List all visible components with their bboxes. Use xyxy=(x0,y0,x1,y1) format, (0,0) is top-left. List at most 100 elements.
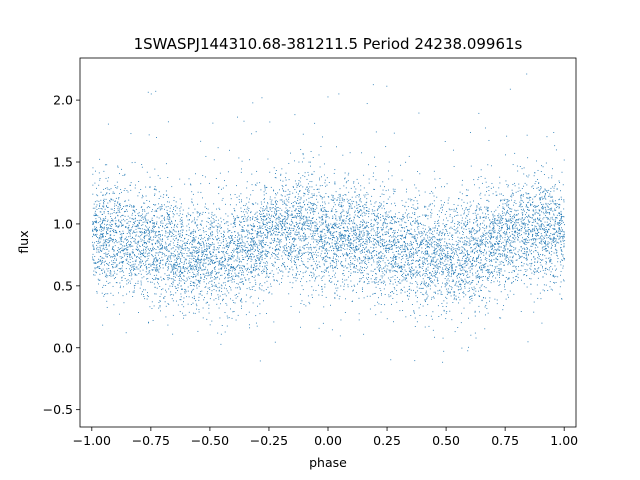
data-point xyxy=(145,195,147,197)
data-point xyxy=(343,254,344,256)
data-point xyxy=(124,215,126,217)
data-point xyxy=(496,250,498,252)
data-point xyxy=(185,258,187,260)
data-point xyxy=(441,235,443,237)
data-point xyxy=(249,268,250,270)
data-point xyxy=(483,297,485,299)
data-point xyxy=(515,214,517,216)
data-point xyxy=(393,239,394,241)
data-point xyxy=(106,193,108,195)
data-point xyxy=(275,201,276,203)
data-point xyxy=(550,274,551,276)
data-point xyxy=(306,238,308,239)
data-point xyxy=(162,222,164,224)
data-point xyxy=(374,279,376,281)
data-point xyxy=(93,228,95,230)
data-point xyxy=(176,237,178,239)
data-point xyxy=(502,227,503,229)
data-point xyxy=(207,287,209,289)
data-point xyxy=(241,242,243,244)
data-point xyxy=(210,227,212,229)
data-point xyxy=(258,260,260,261)
data-point xyxy=(108,240,110,242)
data-point xyxy=(199,246,200,248)
data-point xyxy=(147,219,149,221)
data-point xyxy=(549,235,551,237)
data-point xyxy=(96,247,98,249)
data-point xyxy=(361,237,362,239)
data-point xyxy=(308,161,310,163)
data-point xyxy=(492,237,494,238)
data-point xyxy=(131,266,133,268)
data-point xyxy=(299,202,301,204)
data-point xyxy=(488,254,490,256)
data-point xyxy=(542,238,544,240)
data-point xyxy=(349,264,351,266)
data-point xyxy=(364,256,366,258)
data-point xyxy=(257,226,258,227)
data-point xyxy=(276,268,278,270)
data-point xyxy=(156,221,158,223)
data-point xyxy=(527,176,529,178)
data-point xyxy=(154,233,156,235)
data-point xyxy=(425,267,427,269)
data-point xyxy=(375,273,377,275)
data-point xyxy=(379,246,381,248)
data-point xyxy=(94,226,96,228)
data-point xyxy=(245,235,247,237)
data-point xyxy=(110,292,112,294)
data-point xyxy=(364,227,366,229)
data-point xyxy=(269,257,271,259)
data-point xyxy=(356,178,358,180)
data-point xyxy=(474,265,476,267)
data-point xyxy=(507,262,509,264)
data-point xyxy=(503,212,505,214)
data-point xyxy=(157,208,159,210)
data-point xyxy=(273,279,275,281)
data-point xyxy=(335,231,337,233)
data-point xyxy=(515,279,517,281)
data-point xyxy=(131,278,133,280)
data-point xyxy=(446,311,448,312)
data-point xyxy=(250,272,252,274)
data-point xyxy=(146,255,148,257)
data-point xyxy=(495,243,496,245)
data-point xyxy=(368,164,370,166)
data-point xyxy=(120,209,122,210)
data-point xyxy=(92,245,94,247)
data-point xyxy=(343,219,345,221)
data-point xyxy=(529,251,531,253)
data-point xyxy=(313,238,315,240)
data-point xyxy=(365,246,367,248)
data-point xyxy=(525,230,527,232)
data-point xyxy=(508,200,510,202)
data-point xyxy=(242,283,244,285)
data-point xyxy=(248,324,250,326)
data-point xyxy=(141,228,143,230)
data-point xyxy=(135,248,137,250)
data-point xyxy=(531,272,533,274)
data-point xyxy=(121,215,123,216)
data-point xyxy=(527,236,528,237)
data-point xyxy=(543,236,545,238)
data-point xyxy=(328,280,330,282)
data-point xyxy=(452,234,454,236)
data-point xyxy=(273,215,274,217)
data-point xyxy=(95,261,97,263)
data-point xyxy=(509,214,511,215)
data-point xyxy=(93,248,95,250)
data-point xyxy=(546,224,548,226)
data-point xyxy=(313,204,315,205)
data-point xyxy=(452,149,454,151)
data-point xyxy=(97,195,99,197)
data-point xyxy=(209,260,211,262)
data-point xyxy=(137,250,138,251)
data-point xyxy=(475,277,477,279)
data-point xyxy=(240,278,242,280)
data-point xyxy=(153,204,154,205)
data-point xyxy=(558,207,560,209)
data-point xyxy=(100,208,102,209)
data-point xyxy=(279,246,281,248)
data-point xyxy=(503,232,505,234)
data-point xyxy=(151,254,153,255)
